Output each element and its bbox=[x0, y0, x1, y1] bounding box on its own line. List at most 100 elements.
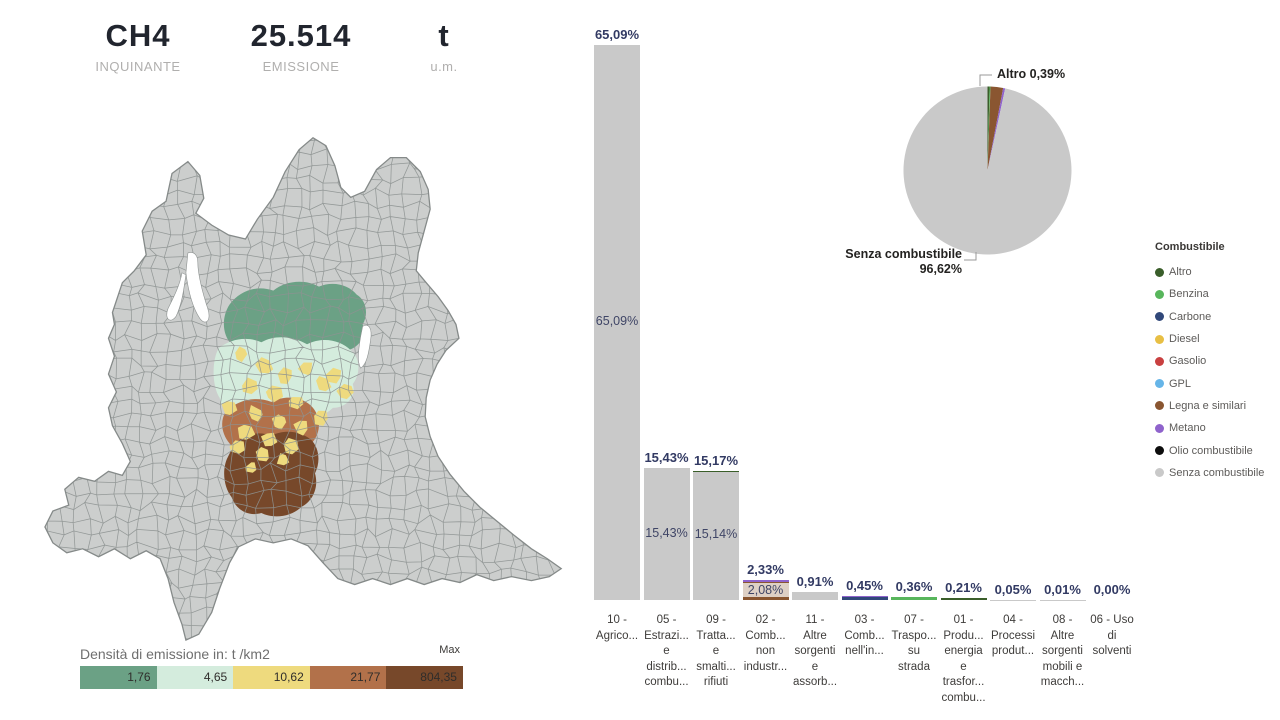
kpi-unit-label: u.m. bbox=[430, 59, 458, 74]
pie-label-senza-line2: 96,62% bbox=[919, 262, 962, 276]
pie-label-altro: Altro 0,39% bbox=[997, 67, 1066, 81]
bar-segment-carbone[interactable] bbox=[841, 597, 888, 600]
fuel-legend-dot-icon bbox=[1155, 423, 1164, 433]
fuel-legend: Combustibile Altro Benzina Carbone Diesel Ga… bbox=[1155, 241, 1280, 484]
fuel-legend-item[interactable]: Olio combustibile bbox=[1155, 439, 1280, 461]
bar-category-label: 01 - Produ... energia e trasfor... combu... bbox=[941, 614, 986, 704]
bar-segment-senza-combustibile[interactable] bbox=[643, 468, 690, 600]
bar-total-label: 0,21% bbox=[945, 580, 982, 596]
fuel-legend-item-label: Altro bbox=[1169, 266, 1192, 279]
map-cluster-class-3-cell bbox=[265, 385, 284, 403]
map-lake-como-west bbox=[166, 272, 187, 321]
map-legend-class: 4,65 bbox=[156, 666, 234, 689]
map-legend-class: 10,62 bbox=[233, 666, 310, 689]
bar-inside-label: 15,14% bbox=[694, 527, 738, 542]
map-region-outline bbox=[44, 136, 563, 642]
fuel-legend-item[interactable]: Carbone bbox=[1155, 306, 1280, 328]
bar-total-label: 2,33% bbox=[747, 562, 784, 578]
map-cluster-class-3-cell bbox=[277, 367, 292, 384]
pie-callout-line-altro bbox=[979, 74, 992, 86]
pie-slice-benzina[interactable] bbox=[987, 86, 991, 171]
bar-segment-altro[interactable] bbox=[940, 598, 987, 600]
pie-callout-line-senza bbox=[964, 252, 977, 261]
map-legend-title: Densità di emissione in: t /km2 bbox=[80, 646, 270, 662]
fuel-legend-item-label: Carbone bbox=[1169, 310, 1212, 323]
fuel-legend-item[interactable]: Gasolio bbox=[1155, 350, 1280, 372]
kpi-pollutant: CH4 INQUINANTE bbox=[68, 18, 208, 74]
kpi-pollutant-label: INQUINANTE bbox=[95, 59, 181, 74]
map-cluster-class-3-cell bbox=[237, 424, 256, 440]
fuel-legend-item[interactable]: GPL bbox=[1155, 372, 1280, 394]
fuel-legend-item[interactable]: Metano bbox=[1155, 417, 1280, 439]
pie-label-senza-line1: Senza combustibile bbox=[845, 247, 962, 261]
map-municipality-mosaic bbox=[44, 137, 562, 641]
fuel-legend-item-label: GPL bbox=[1169, 377, 1192, 390]
bar-category-label: 05 - Estrazi... e distrib... combu... bbox=[644, 614, 689, 688]
map-lake-iseo bbox=[358, 324, 372, 369]
map-cluster-class-3-cell bbox=[235, 346, 248, 363]
fuel-legend-item[interactable]: Benzina bbox=[1155, 283, 1280, 305]
bar-inside-label: 15,43% bbox=[645, 526, 688, 541]
choropleth-map[interactable] bbox=[35, 112, 591, 652]
map-cluster-class-3-cell bbox=[276, 453, 290, 466]
bar-category-label: 03 - Comb... nell'in... bbox=[844, 614, 885, 657]
fuel-legend-item-label: Legna e similari bbox=[1169, 399, 1247, 412]
pie-slice-altro[interactable] bbox=[987, 86, 990, 171]
map-legend-class: 804,35 bbox=[386, 666, 463, 689]
bar-total-label: 0,36% bbox=[895, 578, 933, 594]
bar-total-label: 15,43% bbox=[644, 450, 689, 466]
fuel-legend-dot-icon bbox=[1155, 312, 1164, 322]
map-cluster-class-3-cell bbox=[248, 405, 263, 422]
map-legend-class: 21,77 bbox=[309, 666, 387, 689]
map-cluster-class-3-cell bbox=[245, 462, 257, 473]
kpi-unit: t u.m. bbox=[394, 18, 494, 74]
fuel-legend-item[interactable]: Diesel bbox=[1155, 328, 1280, 350]
map-legend-max-label: Max bbox=[439, 644, 460, 656]
map-cluster-class-3-cell bbox=[221, 400, 238, 416]
fuel-legend-dot-icon bbox=[1155, 468, 1164, 478]
bar-category-label: 11 - Altre sorgenti e assorb... bbox=[792, 614, 838, 688]
map-lake-como-east bbox=[185, 252, 210, 323]
fuel-legend-item-label: Olio combustibile bbox=[1169, 444, 1253, 457]
bar-total-label: 65,09% bbox=[594, 26, 640, 42]
bar-total-label: 0,05% bbox=[994, 581, 1032, 597]
fuel-legend-item[interactable]: Legna e similari bbox=[1155, 395, 1280, 417]
fuel-legend-item-label: Benzina bbox=[1169, 288, 1209, 301]
map-legend-color-scale: 1,76 4,65 10,62 21,77 804,35 bbox=[80, 666, 463, 689]
kpi-unit-value: t bbox=[438, 18, 450, 53]
map-cluster-class-3-cell bbox=[293, 420, 308, 436]
fuel-legend-item-label: Senza combustibile bbox=[1169, 466, 1265, 479]
map-legend-class: 1,76 bbox=[80, 666, 157, 689]
bar-chart: 65,09% 65,09% 10 - Agrico... 15,43% 15,43% 05 … bbox=[592, 0, 1152, 720]
kpi-emission: 25.514 EMISSIONE bbox=[231, 18, 371, 74]
pie-slice-metano[interactable] bbox=[987, 87, 1006, 171]
pie-slice-senza-combustibile[interactable] bbox=[903, 86, 1072, 255]
map-cluster-class-3-cell bbox=[271, 414, 287, 430]
bar-category-label: 02 - Comb... non industr... bbox=[743, 614, 788, 673]
kpi-pollutant-value: CH4 bbox=[105, 18, 171, 53]
fuel-legend-title: Combustibile bbox=[1155, 241, 1225, 253]
bar-segment-metano[interactable] bbox=[742, 580, 789, 583]
fuel-legend-item[interactable]: Altro bbox=[1155, 261, 1280, 283]
bar-inside-label: 2,08% bbox=[738, 583, 793, 598]
fuel-legend-dot-icon bbox=[1155, 334, 1164, 344]
map-cluster-class-3-cell bbox=[316, 375, 332, 392]
fuel-legend-dot-icon bbox=[1155, 289, 1164, 299]
bar-segment-senza-combustibile[interactable] bbox=[594, 44, 640, 600]
bar-segment-benzina[interactable] bbox=[891, 596, 937, 600]
fuel-legend-item-label: Diesel bbox=[1169, 333, 1200, 346]
pie-slice-legna-e-similari[interactable] bbox=[987, 86, 1004, 171]
bar-category-label: 06 - Uso di solventi bbox=[1090, 614, 1134, 657]
bar-category-label: 04 - Processi produt... bbox=[990, 614, 1036, 657]
fuel-legend-dot-icon bbox=[1155, 401, 1164, 411]
kpi-emission-label: EMISSIONE bbox=[262, 59, 340, 74]
bar-segment-senza-combustibile[interactable] bbox=[693, 470, 739, 600]
bar-segment-senza-combustibile[interactable] bbox=[792, 592, 838, 600]
fuel-legend-dot-icon bbox=[1155, 356, 1164, 366]
fuel-legend-item[interactable]: Senza combustibile bbox=[1155, 462, 1280, 484]
bar-total-label: 15,17% bbox=[693, 452, 739, 468]
bar-segment-metano[interactable] bbox=[841, 596, 888, 598]
bar-total-label: 0,01% bbox=[1044, 581, 1081, 597]
pie-label-senza: Senza combustibile 96,62% bbox=[800, 247, 962, 277]
